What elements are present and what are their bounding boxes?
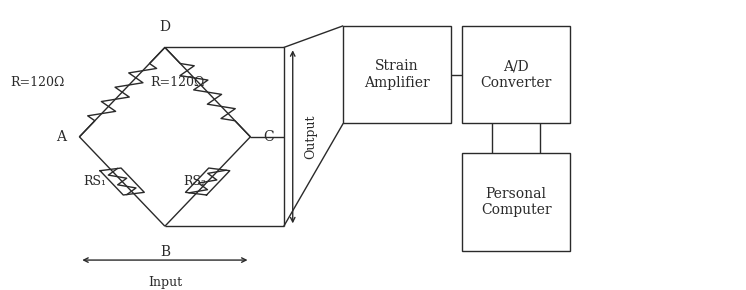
Text: RS₂: RS₂ bbox=[184, 175, 207, 188]
Text: R=120Ω: R=120Ω bbox=[150, 76, 204, 89]
Bar bbox=[463, 153, 570, 251]
Text: R=120Ω: R=120Ω bbox=[10, 76, 65, 89]
Text: Strain
Amplifier: Strain Amplifier bbox=[364, 59, 430, 90]
Text: A/D
Converter: A/D Converter bbox=[480, 59, 552, 90]
Text: D: D bbox=[160, 20, 170, 34]
Text: RS₁: RS₁ bbox=[83, 175, 106, 188]
Text: B: B bbox=[160, 245, 170, 259]
Bar bbox=[343, 26, 451, 123]
Text: A: A bbox=[56, 130, 66, 144]
Text: C: C bbox=[264, 130, 275, 144]
Text: Personal
Computer: Personal Computer bbox=[480, 187, 551, 217]
Text: Input: Input bbox=[148, 276, 182, 289]
Bar bbox=[463, 26, 570, 123]
Text: Output: Output bbox=[304, 115, 318, 159]
